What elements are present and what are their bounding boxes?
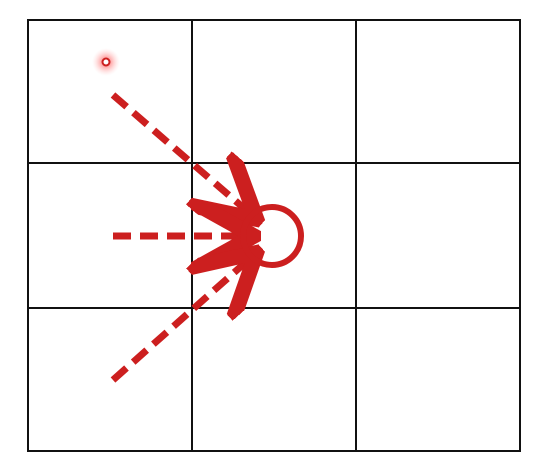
arrow-from-top-left — [110, 92, 246, 210]
cursor-marker — [92, 48, 120, 76]
arrow-from-bottom-left — [110, 262, 246, 383]
target-ring — [240, 204, 304, 268]
cursor-dot — [101, 57, 111, 67]
grid-frame — [27, 19, 521, 452]
